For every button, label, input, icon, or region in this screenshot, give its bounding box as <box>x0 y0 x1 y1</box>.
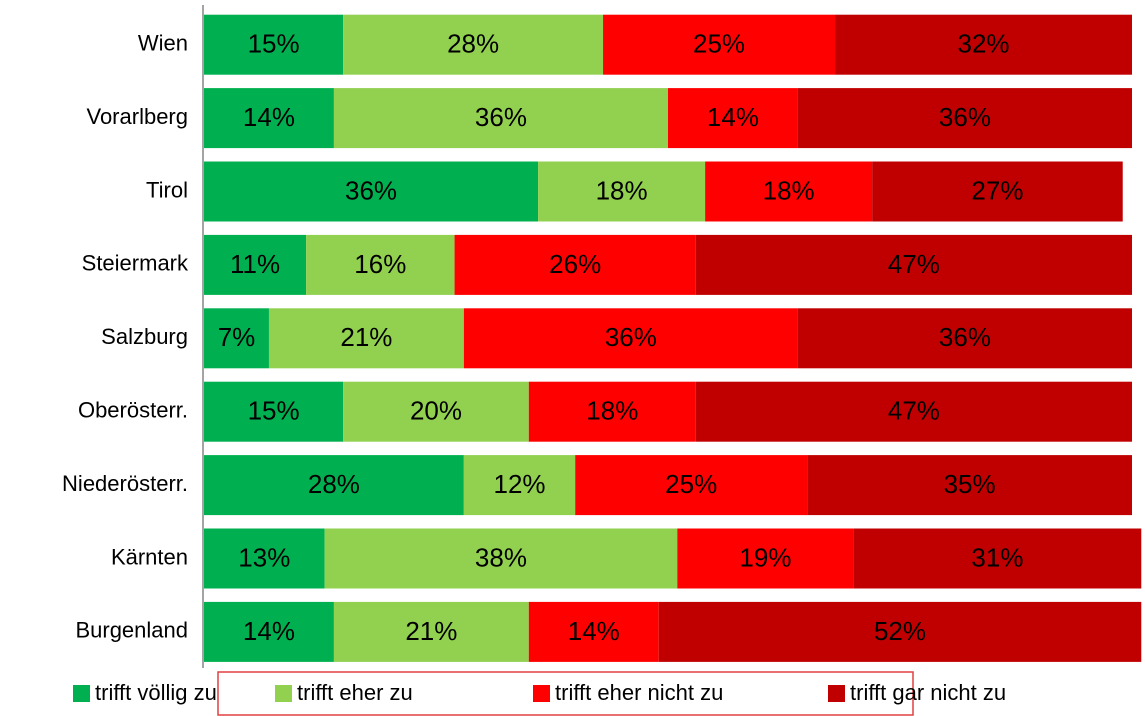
value-label: 15% <box>248 29 300 59</box>
category-label: Kärnten <box>111 544 188 569</box>
bar-segment <box>454 234 696 295</box>
value-label: 36% <box>345 175 397 205</box>
value-label: 13% <box>238 542 290 572</box>
bar-segment <box>575 455 808 516</box>
category-label: Steiermark <box>82 251 189 276</box>
value-label: 11% <box>230 249 280 279</box>
bar-segment <box>333 88 668 149</box>
value-label: 52% <box>874 616 926 646</box>
bar-segment <box>705 161 873 222</box>
value-label: 19% <box>739 542 791 572</box>
bar-segment <box>204 528 325 589</box>
value-label: 25% <box>665 469 717 499</box>
category-label: Burgenland <box>75 618 188 643</box>
category-label: Salzburg <box>101 324 188 349</box>
bar-segment <box>463 308 798 369</box>
bar-segment <box>677 528 854 589</box>
bar-segment <box>797 88 1132 149</box>
value-label: 38% <box>475 542 527 572</box>
bar-segment <box>268 308 464 369</box>
bar-segment <box>872 161 1123 222</box>
value-label: 21% <box>405 616 457 646</box>
bar-segment <box>204 234 307 295</box>
legend-box <box>217 671 914 716</box>
legend-label: trifft völlig zu <box>95 680 217 705</box>
bar-segment <box>204 381 344 442</box>
category-label: Vorarlberg <box>86 104 188 129</box>
value-label: 36% <box>475 102 527 132</box>
value-label: 12% <box>493 469 545 499</box>
value-label: 27% <box>971 175 1023 205</box>
bar-segment <box>658 601 1142 662</box>
bar-segment <box>463 455 576 516</box>
bar-segment <box>538 161 706 222</box>
value-label: 16% <box>354 249 406 279</box>
bar-segment <box>835 14 1132 75</box>
category-label: Niederösterr. <box>62 471 188 496</box>
bar-segment <box>668 88 798 149</box>
value-label: 18% <box>596 175 648 205</box>
bar-segment <box>204 161 539 222</box>
value-label: 36% <box>939 322 991 352</box>
bar-segment <box>204 601 334 662</box>
legend-swatch <box>275 685 292 702</box>
value-label: 32% <box>957 29 1009 59</box>
value-label: 47% <box>888 249 940 279</box>
category-label: Wien <box>138 31 188 56</box>
value-label: 18% <box>763 175 815 205</box>
value-label: 31% <box>971 542 1023 572</box>
category-label: Tirol <box>146 177 188 202</box>
bar-segment <box>695 381 1132 442</box>
legend-label: trifft eher zu <box>297 680 413 705</box>
value-label: 28% <box>447 29 499 59</box>
category-label: Oberösterr. <box>78 398 188 423</box>
bar-segment <box>343 381 529 442</box>
value-label: 21% <box>340 322 392 352</box>
bar-segment <box>528 601 659 662</box>
bar-segment <box>528 381 696 442</box>
bar-segment <box>807 455 1132 516</box>
bar-segment <box>695 234 1132 295</box>
bar-segment <box>853 528 1142 589</box>
value-label: 36% <box>939 102 991 132</box>
value-label: 14% <box>568 616 620 646</box>
legend-swatch <box>533 685 550 702</box>
value-label: 14% <box>243 616 295 646</box>
legend-label: trifft eher nicht zu <box>555 680 723 705</box>
bar-segment <box>204 88 334 149</box>
value-label: 14% <box>707 102 759 132</box>
value-label: 7% <box>218 322 256 352</box>
value-label: 36% <box>605 322 657 352</box>
value-label: 20% <box>410 396 462 426</box>
bar-segment <box>603 14 836 75</box>
bar-segment <box>204 308 269 369</box>
bar-segment <box>204 14 344 75</box>
legend-swatch <box>828 685 845 702</box>
value-label: 14% <box>243 102 295 132</box>
value-label: 15% <box>248 396 300 426</box>
value-label: 28% <box>308 469 360 499</box>
bar-segment <box>204 455 464 516</box>
value-label: 26% <box>549 249 601 279</box>
value-label: 18% <box>586 396 638 426</box>
bar-segment <box>343 14 604 75</box>
bar-segment <box>333 601 529 662</box>
bar-segment <box>324 528 678 589</box>
value-label: 47% <box>888 396 940 426</box>
value-label: 35% <box>944 469 996 499</box>
legend-swatch <box>73 685 90 702</box>
legend-label: trifft gar nicht zu <box>850 680 1006 705</box>
bar-segment <box>306 234 455 295</box>
bar-segment <box>797 308 1132 369</box>
value-label: 25% <box>693 29 745 59</box>
